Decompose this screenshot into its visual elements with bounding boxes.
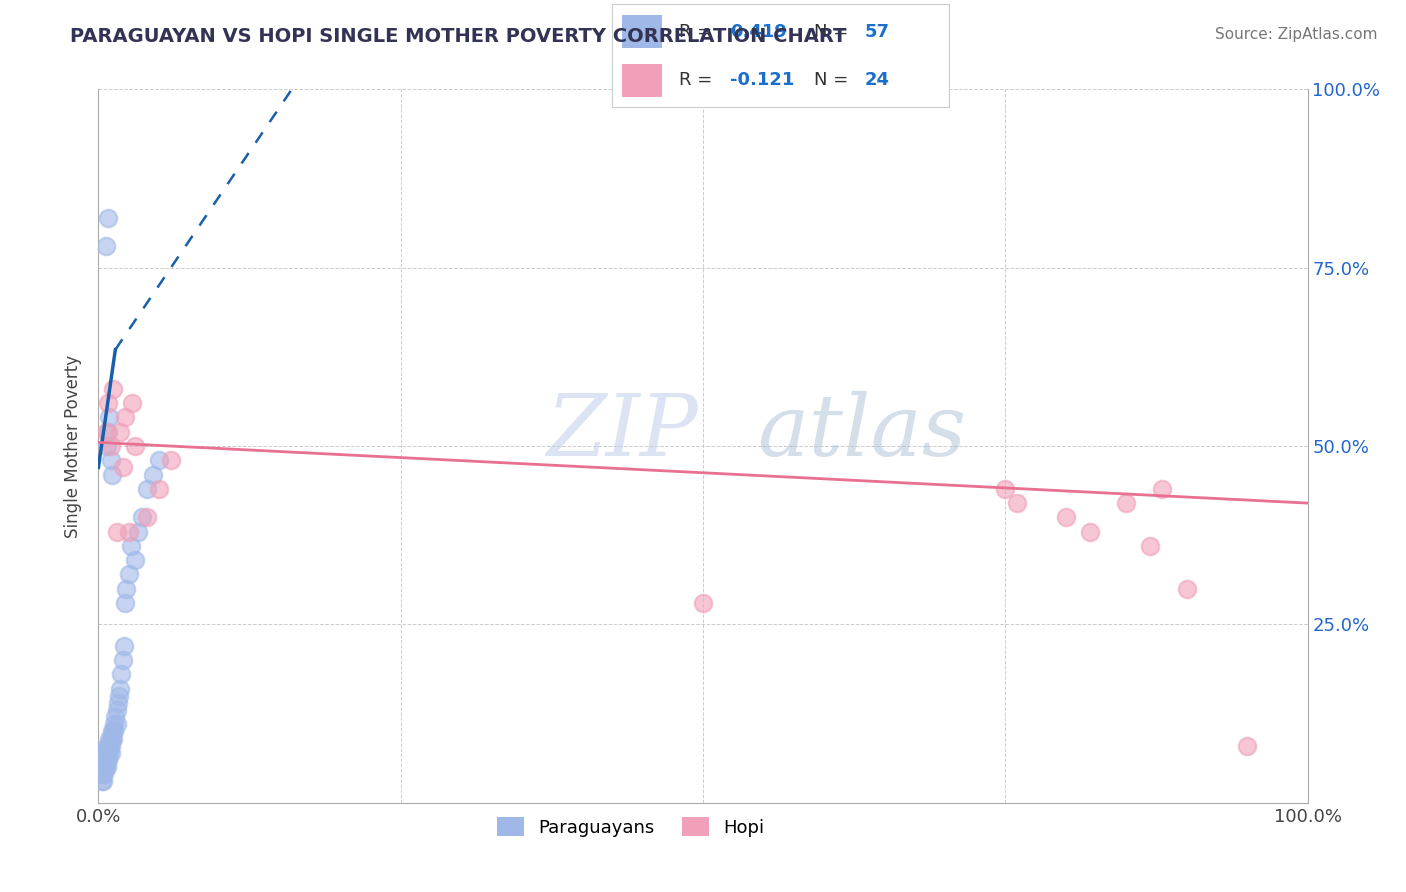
Point (135, 482, 157, 496)
Point (93, 760, 115, 774)
Point (98, 746, 121, 760)
Point (100, 453, 122, 467)
Point (98, 731, 121, 746)
Legend: Paraguayans, Hopi: Paraguayans, Hopi (489, 810, 772, 844)
Point (142, 467, 165, 482)
Point (97, 739, 120, 753)
Point (124, 439, 146, 453)
Point (100, 439, 122, 453)
Point (1236, 739, 1258, 753)
Point (127, 524, 149, 539)
Point (111, 653, 134, 667)
Point (114, 596, 136, 610)
Point (91, 774, 114, 789)
Text: R =: R = (679, 71, 718, 89)
Point (105, 524, 128, 539)
Point (101, 731, 124, 746)
Point (103, 717, 125, 731)
Point (135, 510, 157, 524)
Point (94, 753, 117, 767)
Point (994, 482, 1017, 496)
Point (1115, 496, 1137, 510)
Point (97, 211, 120, 225)
Text: 0.419: 0.419 (730, 23, 786, 41)
Text: ZIP: ZIP (546, 391, 697, 473)
Point (91, 774, 114, 789)
Text: -0.121: -0.121 (730, 71, 794, 89)
Point (96, 760, 118, 774)
Point (98, 739, 121, 753)
Point (108, 681, 131, 696)
Point (97, 396, 120, 410)
Point (94, 746, 117, 760)
Point (121, 396, 143, 410)
Point (104, 710, 127, 724)
Point (118, 567, 141, 582)
Point (1152, 482, 1174, 496)
Point (100, 739, 122, 753)
Point (110, 667, 132, 681)
Point (96, 753, 118, 767)
Point (115, 582, 138, 596)
Y-axis label: Single Mother Poverty: Single Mother Poverty (65, 354, 83, 538)
Point (91, 753, 114, 767)
Point (148, 482, 170, 496)
Point (114, 410, 136, 425)
Point (118, 524, 141, 539)
Point (100, 467, 122, 482)
Point (105, 717, 128, 731)
Bar (621, 64, 662, 96)
Point (97, 746, 120, 760)
Text: R =: R = (679, 23, 718, 41)
Text: Source: ZipAtlas.com: Source: ZipAtlas.com (1215, 27, 1378, 42)
Text: N =: N = (814, 23, 853, 41)
Point (103, 724, 125, 739)
Bar (621, 14, 662, 47)
Point (96, 746, 118, 760)
Point (91, 767, 114, 781)
Point (100, 731, 122, 746)
Point (100, 731, 122, 746)
Point (94, 760, 117, 774)
Point (108, 689, 131, 703)
Point (97, 753, 120, 767)
Point (148, 453, 170, 467)
Point (124, 553, 146, 567)
Point (111, 460, 134, 475)
Point (91, 760, 114, 774)
Point (120, 539, 142, 553)
Point (101, 724, 124, 739)
Text: 57: 57 (865, 23, 890, 41)
Point (98, 410, 121, 425)
Text: 24: 24 (865, 71, 890, 89)
Point (1139, 539, 1161, 553)
Point (96, 739, 118, 753)
Point (94, 425, 117, 439)
Point (93, 753, 115, 767)
Point (100, 746, 122, 760)
Point (101, 382, 124, 396)
Point (1175, 582, 1198, 596)
Point (108, 425, 131, 439)
Point (107, 696, 129, 710)
Point (1054, 510, 1077, 524)
Point (160, 453, 183, 467)
Text: atlas: atlas (758, 391, 966, 473)
Point (100, 724, 122, 739)
Point (94, 239, 117, 253)
Point (93, 746, 115, 760)
Point (97, 425, 120, 439)
Text: N =: N = (814, 71, 853, 89)
Point (105, 703, 128, 717)
Text: PARAGUAYAN VS HOPI SINGLE MOTHER POVERTY CORRELATION CHART: PARAGUAYAN VS HOPI SINGLE MOTHER POVERTY… (70, 27, 846, 45)
Point (1007, 496, 1029, 510)
Point (96, 439, 118, 453)
Point (93, 767, 115, 781)
Point (131, 510, 153, 524)
Point (112, 639, 135, 653)
Point (692, 596, 714, 610)
Point (1078, 524, 1101, 539)
